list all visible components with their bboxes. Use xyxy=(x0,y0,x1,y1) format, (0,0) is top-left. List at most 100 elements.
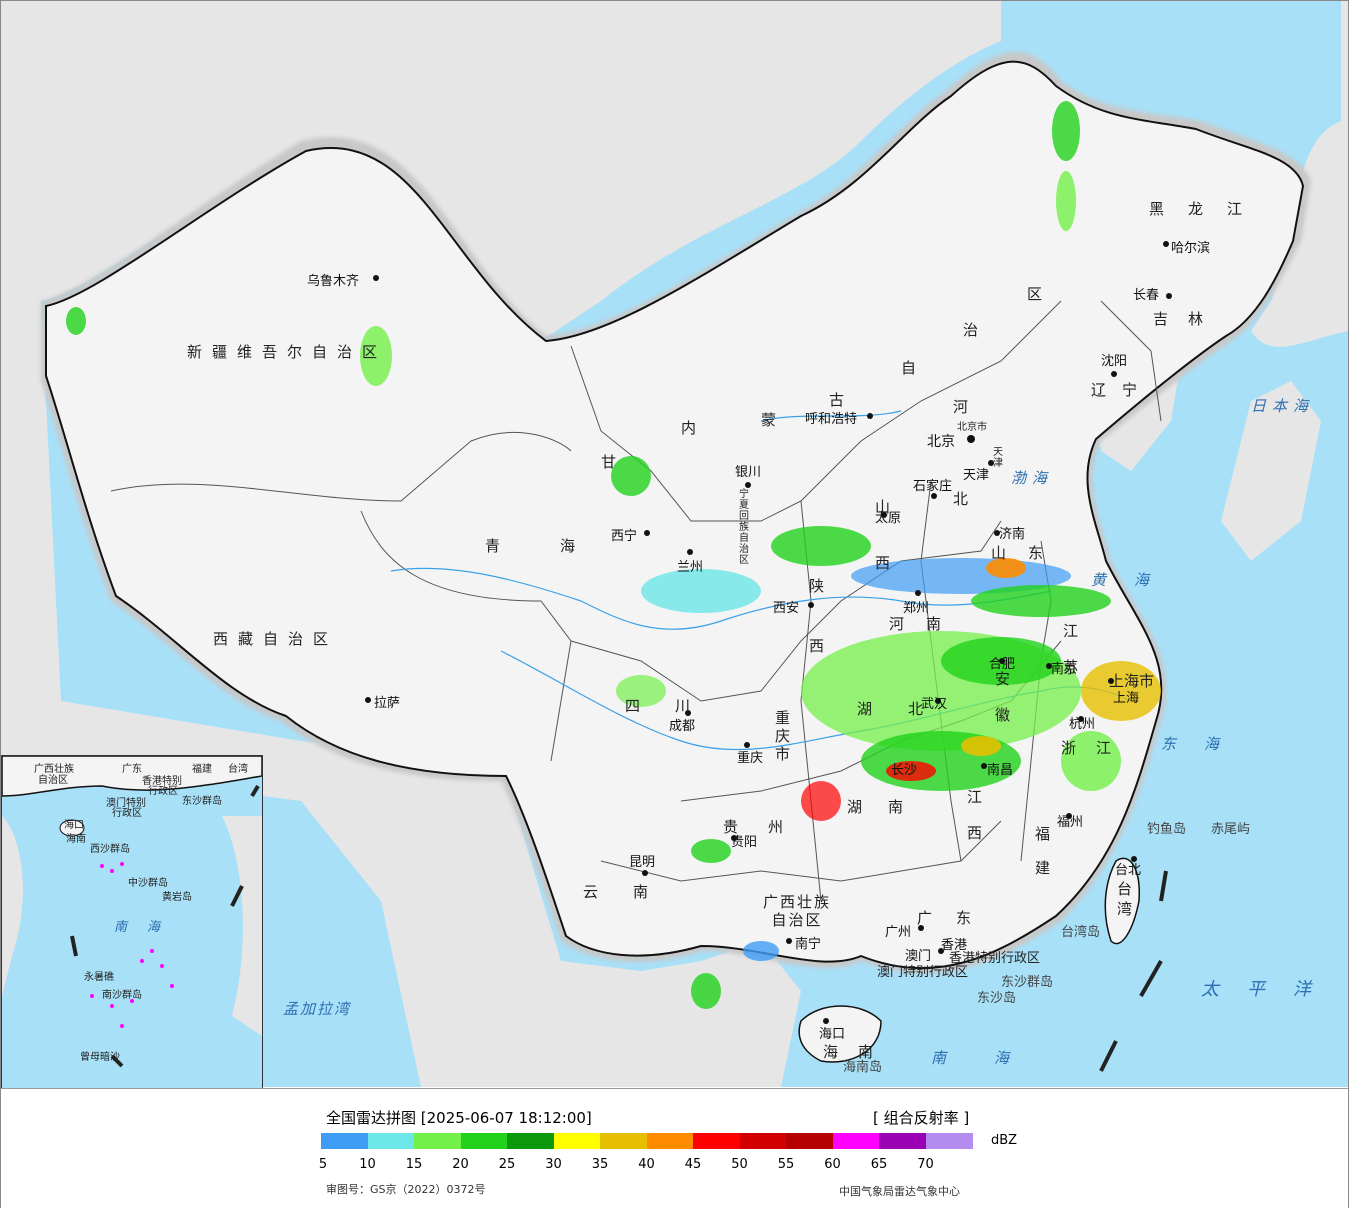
label-liaoning: 辽宁 xyxy=(1091,381,1154,399)
legend-unit: dBZ xyxy=(991,1133,1018,1148)
city-harbin: 哈尔滨 xyxy=(1171,241,1211,256)
city-shanghai: 上海 xyxy=(1113,691,1140,706)
inset-label-hainan: 海南 xyxy=(66,834,86,845)
label-xinjiang: 新疆维吾尔自治区 xyxy=(187,343,388,361)
inset-label-zizhiqu: 自治区 xyxy=(38,775,68,786)
city-fuzhou: 福州 xyxy=(1057,815,1084,830)
legend-swatch xyxy=(321,1133,368,1149)
label-anhui: 安徽 xyxy=(995,670,1021,724)
city-hohhot: 呼和浩特 xyxy=(805,412,858,427)
city-beijing: 北京 xyxy=(927,434,955,450)
label-neimenggu-1: 内 xyxy=(681,419,707,437)
legend-tick: 30 xyxy=(545,1157,562,1172)
label-hubei: 湖北 xyxy=(857,700,960,718)
inset-label-dongsha: 东沙群岛 xyxy=(182,796,222,807)
label-chongqing: 重庆市 xyxy=(775,709,791,763)
city-chongqing: 重庆 xyxy=(737,751,764,766)
legend-tick: 10 xyxy=(359,1157,376,1172)
island-dongsha-qundao: 东沙群岛 xyxy=(1001,975,1054,990)
sea-taipingyang: 太平洋 xyxy=(1201,979,1339,1000)
label-neimenggu-3: 古 xyxy=(829,391,855,409)
city-jinan: 济南 xyxy=(999,527,1026,542)
sea-riben: 日本海 xyxy=(1251,397,1315,415)
inset-label-taiwan: 台湾 xyxy=(228,764,248,775)
legend-product: [ 组合反射率 ] xyxy=(873,1109,970,1127)
inset-label-macau-2: 行政区 xyxy=(112,808,142,819)
hainan-island xyxy=(798,1005,882,1063)
taiwan-island xyxy=(1104,857,1140,945)
legend-tick: 40 xyxy=(638,1157,655,1172)
label-gansu: 甘 xyxy=(601,453,627,471)
inset-label-yongshu: 永暑礁 xyxy=(84,972,114,983)
legend-tick: 35 xyxy=(591,1157,609,1172)
inset-label-huangyan: 黄岩岛 xyxy=(162,892,192,903)
label-neimenggu-5: 治 xyxy=(963,321,989,339)
legend-tick: 45 xyxy=(684,1157,702,1172)
province-borders xyxy=(110,300,1162,902)
city-yinchuan: 银川 xyxy=(735,465,762,480)
nine-dash-line xyxy=(1099,870,1168,1072)
credit-text: 中国气象局雷达气象中心 xyxy=(839,1185,960,1198)
label-beijing-prov: 北京市 xyxy=(957,422,987,433)
legend-tick: 65 xyxy=(870,1157,888,1172)
legend-tick: 25 xyxy=(498,1157,516,1172)
inset-label-xisha: 西沙群岛 xyxy=(90,844,130,855)
city-lhasa: 拉萨 xyxy=(374,696,401,711)
legend-panel: 全国雷达拼图 [2025-06-07 18:12:00] [ 组合反射率 ] d… xyxy=(1,1088,1348,1208)
legend-swatch xyxy=(507,1133,554,1149)
inset-label-fujian: 福建 xyxy=(192,764,212,775)
label-qinghai: 青 海 xyxy=(485,537,586,555)
legend-tick: 70 xyxy=(917,1157,934,1172)
sea-donghai: 东海 xyxy=(1161,735,1248,753)
legend-swatch xyxy=(600,1133,647,1149)
inset-label-hk-2: 行政区 xyxy=(148,786,178,797)
city-xining: 西宁 xyxy=(611,529,638,544)
label-heilongjiang: 黑龙江 xyxy=(1149,200,1267,218)
legend-swatch xyxy=(739,1133,787,1149)
inset-label-nanhai: 南海 xyxy=(114,920,181,935)
inset-label-nansha: 南沙群岛 xyxy=(102,990,142,1001)
island-chiwei: 赤尾屿 xyxy=(1211,822,1251,837)
island-diaoyu: 钓鱼岛 xyxy=(1147,822,1187,837)
city-tianjin: 天津 xyxy=(963,468,990,483)
city-hefei: 合肥 xyxy=(989,657,1016,672)
city-shijiazhuang: 石家庄 xyxy=(913,479,953,494)
city-aomen: 澳门 xyxy=(905,949,932,964)
city-nanning: 南宁 xyxy=(795,937,822,952)
legend-swatch xyxy=(367,1133,415,1149)
legend-swatch xyxy=(786,1133,833,1149)
label-hainan: 海南 xyxy=(823,1043,894,1061)
inset-label-zhongsha: 中沙群岛 xyxy=(128,878,168,889)
label-yunnan: 云 南 xyxy=(583,883,659,901)
label-hebei-2: 北 xyxy=(953,490,979,508)
city-zhengzhou: 郑州 xyxy=(903,601,930,616)
label-hk: 香港特别行政区 xyxy=(949,951,1041,966)
approval-number: 审图号：GS京（2022）0372号 xyxy=(326,1183,486,1196)
legend-tick: 15 xyxy=(405,1157,423,1172)
label-neimenggu-4: 自 xyxy=(901,359,927,377)
legend-swatch xyxy=(414,1133,461,1149)
inset-label-hk: 香港特别 xyxy=(142,776,182,787)
inset-label-zengmu: 曾母暗沙 xyxy=(80,1052,120,1063)
legend-tick: 50 xyxy=(731,1157,748,1172)
legend-tick: 60 xyxy=(824,1157,841,1172)
label-jilin: 吉林 xyxy=(1153,310,1224,328)
label-shandong: 山东 xyxy=(991,544,1066,562)
city-haikou: 海口 xyxy=(819,1027,846,1042)
label-shanxi: 山西 xyxy=(875,498,901,572)
label-hunan: 湖南 xyxy=(847,798,930,816)
legend-swatch xyxy=(832,1133,880,1149)
inset-label-haikou: 海口 xyxy=(64,820,84,831)
neighbor-land-south xyxy=(1,301,801,1087)
city-shenyang: 沈阳 xyxy=(1101,354,1128,369)
legend-tick: 55 xyxy=(777,1157,795,1172)
legend-swatch xyxy=(879,1133,926,1149)
city-wuhan: 武汉 xyxy=(921,697,948,712)
inset-label-guangxi: 广西壮族 xyxy=(34,764,74,775)
label-neimenggu-6: 区 xyxy=(1027,285,1053,303)
city-xianggang: 香港 xyxy=(941,938,968,953)
city-guangzhou: 广州 xyxy=(885,925,912,940)
city-guiyang: 贵阳 xyxy=(731,835,758,850)
label-jiangsu: 江苏 xyxy=(1063,622,1089,676)
